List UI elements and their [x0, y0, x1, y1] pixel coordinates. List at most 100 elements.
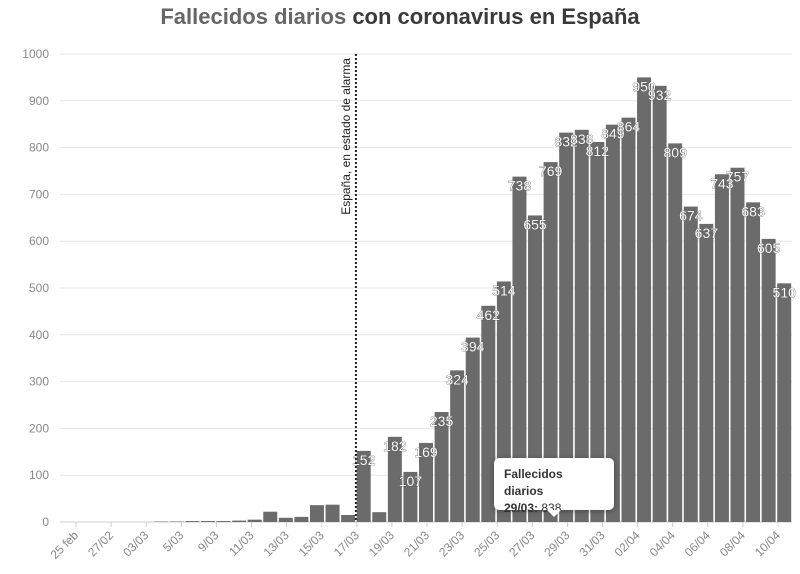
chart-title: Fallecidos diarios con coronavirus en Es…	[0, 4, 800, 30]
y-tick-label: 900	[29, 94, 49, 108]
data-label: 324	[445, 371, 469, 387]
x-tick-label: 19/03	[366, 528, 397, 559]
data-label: 757	[726, 169, 750, 185]
bar	[450, 370, 465, 522]
bar	[699, 223, 714, 522]
bar	[465, 337, 480, 522]
y-tick-label: 100	[29, 468, 49, 482]
bar	[325, 504, 340, 522]
data-label: 832	[554, 134, 578, 150]
y-tick-label: 0	[42, 515, 49, 529]
chart-title-rest: con coronavirus en España	[346, 4, 640, 29]
bar	[403, 471, 418, 522]
data-label: 152	[352, 452, 376, 468]
x-tick-label: 25/03	[471, 528, 502, 559]
data-label: 932	[648, 87, 672, 103]
bar	[263, 511, 278, 522]
x-tick-label: 13/03	[261, 528, 292, 559]
bar	[387, 436, 402, 522]
bars	[154, 77, 792, 523]
bar	[247, 519, 262, 522]
data-label: 809	[664, 144, 688, 160]
x-tick-label: 21/03	[401, 528, 432, 559]
data-label: 510	[773, 284, 797, 300]
bar	[543, 162, 558, 522]
bar	[372, 512, 387, 522]
bar	[481, 305, 496, 522]
data-label: 235	[430, 413, 454, 429]
data-label: 683	[741, 203, 765, 219]
x-tick-label: 06/04	[682, 528, 713, 559]
x-tick-label: 27/02	[85, 528, 116, 559]
bar	[294, 516, 309, 522]
bar	[714, 174, 729, 522]
bar	[216, 521, 231, 522]
data-label: 394	[461, 339, 485, 355]
x-tick-label: 03/03	[120, 528, 151, 559]
bar	[574, 129, 589, 523]
y-tick-label: 1000	[22, 47, 49, 61]
data-label: 637	[695, 225, 719, 241]
x-tick-label: 15/03	[296, 528, 327, 559]
bar	[278, 517, 293, 522]
tooltip: Fallecidos diarios 29/03: 838	[494, 458, 614, 517]
bar	[777, 283, 792, 522]
bar	[356, 450, 371, 522]
bar	[761, 238, 776, 523]
tooltip-date: 29/03:	[504, 501, 539, 515]
data-label: 738	[508, 178, 532, 194]
bar	[528, 215, 543, 522]
x-tick-label: 31/03	[576, 528, 607, 559]
y-tick-label: 700	[29, 187, 49, 201]
x-tick-label: 5/03	[160, 528, 187, 555]
bar	[512, 176, 527, 522]
data-labels: 1521821071692353243944625147386557698328…	[352, 78, 797, 489]
y-axis-ticks: 0 100 200 300 400 500 600 700 800 900 1000	[22, 47, 49, 529]
bar	[185, 521, 200, 522]
data-label: 838	[570, 131, 594, 147]
x-tick-label: 23/03	[436, 528, 467, 559]
data-label: 107	[399, 473, 423, 489]
y-tick-label: 400	[29, 328, 49, 342]
y-tick-label: 500	[29, 281, 49, 295]
tooltip-arrow	[547, 510, 561, 517]
gridlines	[60, 53, 792, 523]
bar	[637, 77, 652, 523]
bar	[746, 202, 761, 522]
x-axis-ticks: 25 feb 27/02 03/03 5/03 9/03 11/03 13/03 15/03 1…	[48, 522, 783, 562]
alarm-annotation: España, en estado de alarma	[339, 54, 357, 522]
bar	[309, 505, 324, 522]
data-label: 182	[383, 438, 407, 454]
data-label: 743	[710, 175, 734, 191]
x-tick-label: 29/03	[541, 528, 572, 559]
data-label: 674	[679, 208, 703, 224]
bar	[341, 514, 356, 522]
data-label: 950	[632, 78, 656, 94]
bar	[683, 206, 698, 522]
x-tick-label: 08/04	[717, 528, 748, 559]
bar	[232, 520, 247, 522]
y-tick-label: 200	[29, 421, 49, 435]
bar	[419, 442, 433, 522]
data-label: 605	[757, 240, 781, 256]
x-tick-label: 04/04	[647, 528, 678, 559]
y-tick-label: 600	[29, 234, 49, 248]
x-tick-label: 25 feb	[48, 528, 82, 562]
bar	[668, 143, 683, 522]
bar	[621, 117, 636, 522]
bar	[605, 124, 620, 522]
x-tick-label: 02/04	[612, 528, 643, 559]
bar	[652, 85, 667, 522]
x-tick-label: 9/03	[195, 528, 222, 555]
bar	[590, 141, 605, 522]
bar	[434, 412, 449, 522]
x-tick-label: 17/03	[331, 528, 362, 559]
data-label: 849	[601, 126, 625, 142]
data-label: 655	[523, 216, 547, 232]
data-label: 769	[539, 163, 563, 179]
y-tick-label: 300	[29, 375, 49, 389]
bar	[730, 167, 745, 522]
data-label: 462	[477, 307, 501, 323]
y-tick-label: 800	[29, 141, 49, 155]
